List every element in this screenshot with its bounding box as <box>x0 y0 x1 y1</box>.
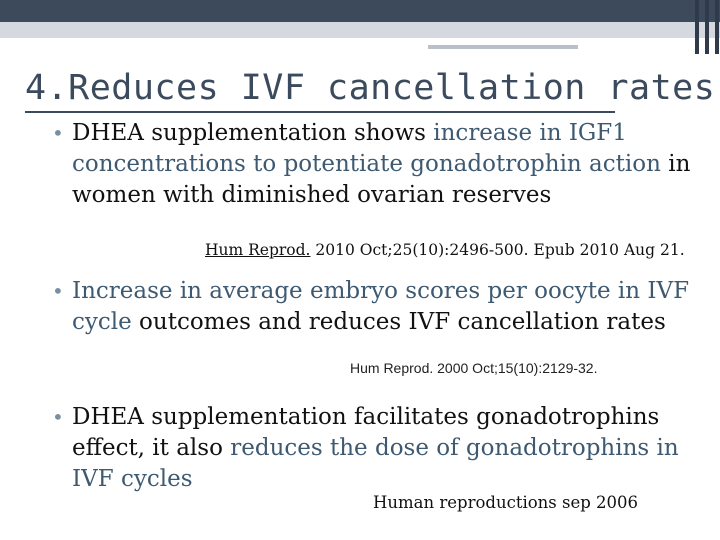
citation-journal: Hum Reprod. <box>205 241 311 259</box>
bullet-text: DHEA supplementation facilitates gonadot… <box>72 404 660 461</box>
bullet-item: • Increase in average embryo scores per … <box>52 276 702 338</box>
highlighted-text: reduces the dose of gonadotrophins in IV… <box>72 435 679 492</box>
slide-title: 4.Reduces IVF cancellation rates <box>25 68 716 108</box>
bullet-text: DHEA supplementation shows <box>72 120 434 146</box>
citation: Hum Reprod. 2000 Oct;15(10):2129-32. <box>350 360 598 376</box>
bullet-marker-icon: • <box>52 121 64 145</box>
highlighted-text: Increase in average embryo scores per oo… <box>72 278 690 335</box>
header-accent <box>428 45 578 49</box>
citation: Hum Reprod. 2010 Oct;25(10):2496-500. Ep… <box>205 241 685 259</box>
highlighted-text: increase in IGF1 concentrations to poten… <box>72 120 661 177</box>
bullet-item: • DHEA supplementation shows increase in… <box>52 118 702 211</box>
header-band <box>0 22 720 38</box>
citation: Human reproductions sep 2006 <box>373 493 639 512</box>
bullet-text: in women with diminished ovarian reserve… <box>72 151 691 208</box>
bullet-item: • DHEA supplementation facilitates gonad… <box>52 402 702 495</box>
header-bar <box>0 0 720 22</box>
header-stripe <box>705 0 709 54</box>
header-stripe <box>715 0 719 54</box>
header-stripe <box>695 0 699 54</box>
bullet-marker-icon: • <box>52 405 64 429</box>
bullet-text: outcomes and reduces IVF cancellation ra… <box>131 309 666 335</box>
title-underline <box>25 111 615 113</box>
bullet-marker-icon: • <box>52 279 64 303</box>
citation-detail: 2010 Oct;25(10):2496-500. Epub 2010 Aug … <box>310 241 685 259</box>
